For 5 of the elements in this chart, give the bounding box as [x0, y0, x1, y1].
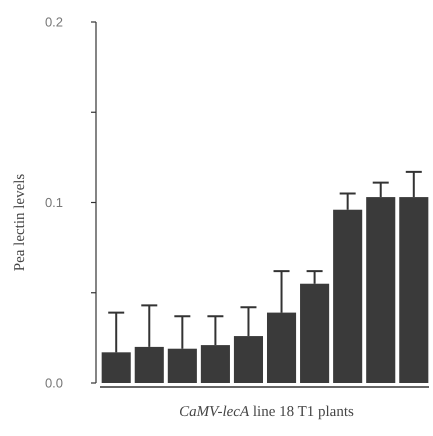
y-axis-title: Pea lectin levels	[12, 174, 28, 272]
y-tick-label: 0.1	[44, 195, 64, 210]
y-tick-label: 0.2	[44, 14, 64, 30]
y-tick-label: 0.0	[44, 376, 64, 391]
x-axis-title: CaMV-lecA line 18 T1 plants	[179, 404, 354, 420]
